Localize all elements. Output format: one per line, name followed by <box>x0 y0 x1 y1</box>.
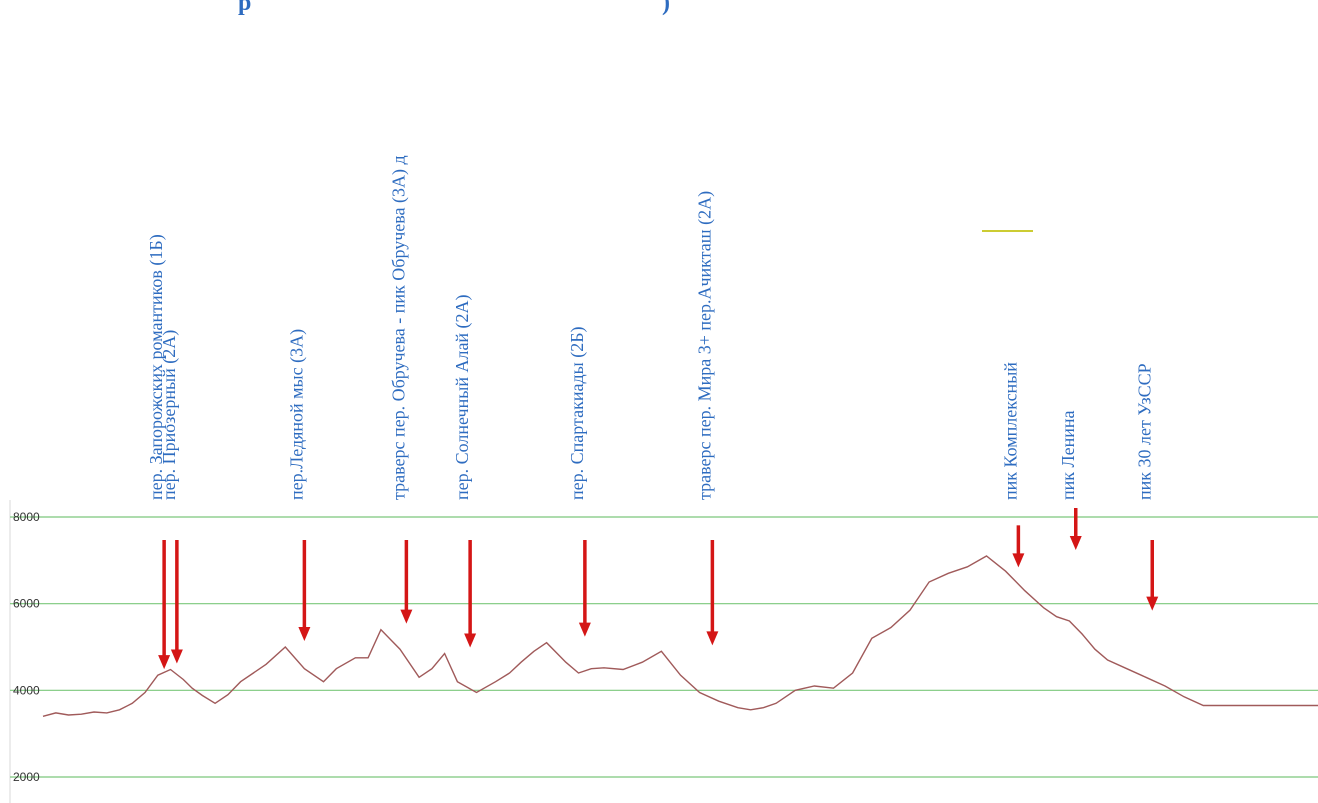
arrow-head-3 <box>400 609 413 624</box>
y-tick-label-2000: 2000 <box>13 770 40 784</box>
y-tick-label-6000: 6000 <box>13 597 40 611</box>
heading-fragment-right: ) <box>662 0 670 16</box>
peak-label-8: пик Ленина <box>1058 411 1078 500</box>
y-tick-labels: 8000 6000 4000 2000 <box>13 510 40 784</box>
peak-label-0: пер. Запорожских романтиков (1Б) <box>146 234 167 500</box>
peak-label-5: пер. Спартакиады (2Б) <box>567 326 588 500</box>
arrow-head-0 <box>158 655 171 670</box>
series-layer <box>42 555 1318 717</box>
peak-label-1: пер. Приозерный (2А) <box>159 330 180 500</box>
grid-layer <box>10 516 1318 778</box>
peak-label-4: пер. Солнечный Алай (2А) <box>452 294 473 500</box>
arrow-head-4 <box>464 633 477 648</box>
arrow-head-1 <box>170 649 183 664</box>
peak-label-layer: пер. Запорожских романтиков (1Б)пер. При… <box>146 155 1154 500</box>
y-tick-label-8000: 8000 <box>13 510 40 524</box>
arrow-head-7 <box>1012 553 1025 568</box>
peak-label-7: пик Комплексный <box>1000 362 1020 500</box>
arrow-head-2 <box>298 627 311 641</box>
arrow-head-5 <box>578 622 591 637</box>
arrow-head-6 <box>706 631 719 646</box>
peak-label-2: пер.Ледяной мыс (3А) <box>286 329 307 500</box>
heading-fragment: р <box>238 0 251 16</box>
peak-label-3: траверс пер. Обручева - пик Обручева (3А… <box>388 155 409 500</box>
arrow-layer <box>158 508 1159 670</box>
peak-label-9: пик 30 лет УзССР <box>1134 363 1154 500</box>
y-tick-label-4000: 4000 <box>13 683 40 697</box>
peak-label-6: траверс пер. Мира 3+ пер.Ачикташ (2А) <box>694 191 715 500</box>
arrow-head-8 <box>1069 536 1082 550</box>
elevation-line <box>42 555 1318 717</box>
arrow-head-9 <box>1146 596 1159 611</box>
